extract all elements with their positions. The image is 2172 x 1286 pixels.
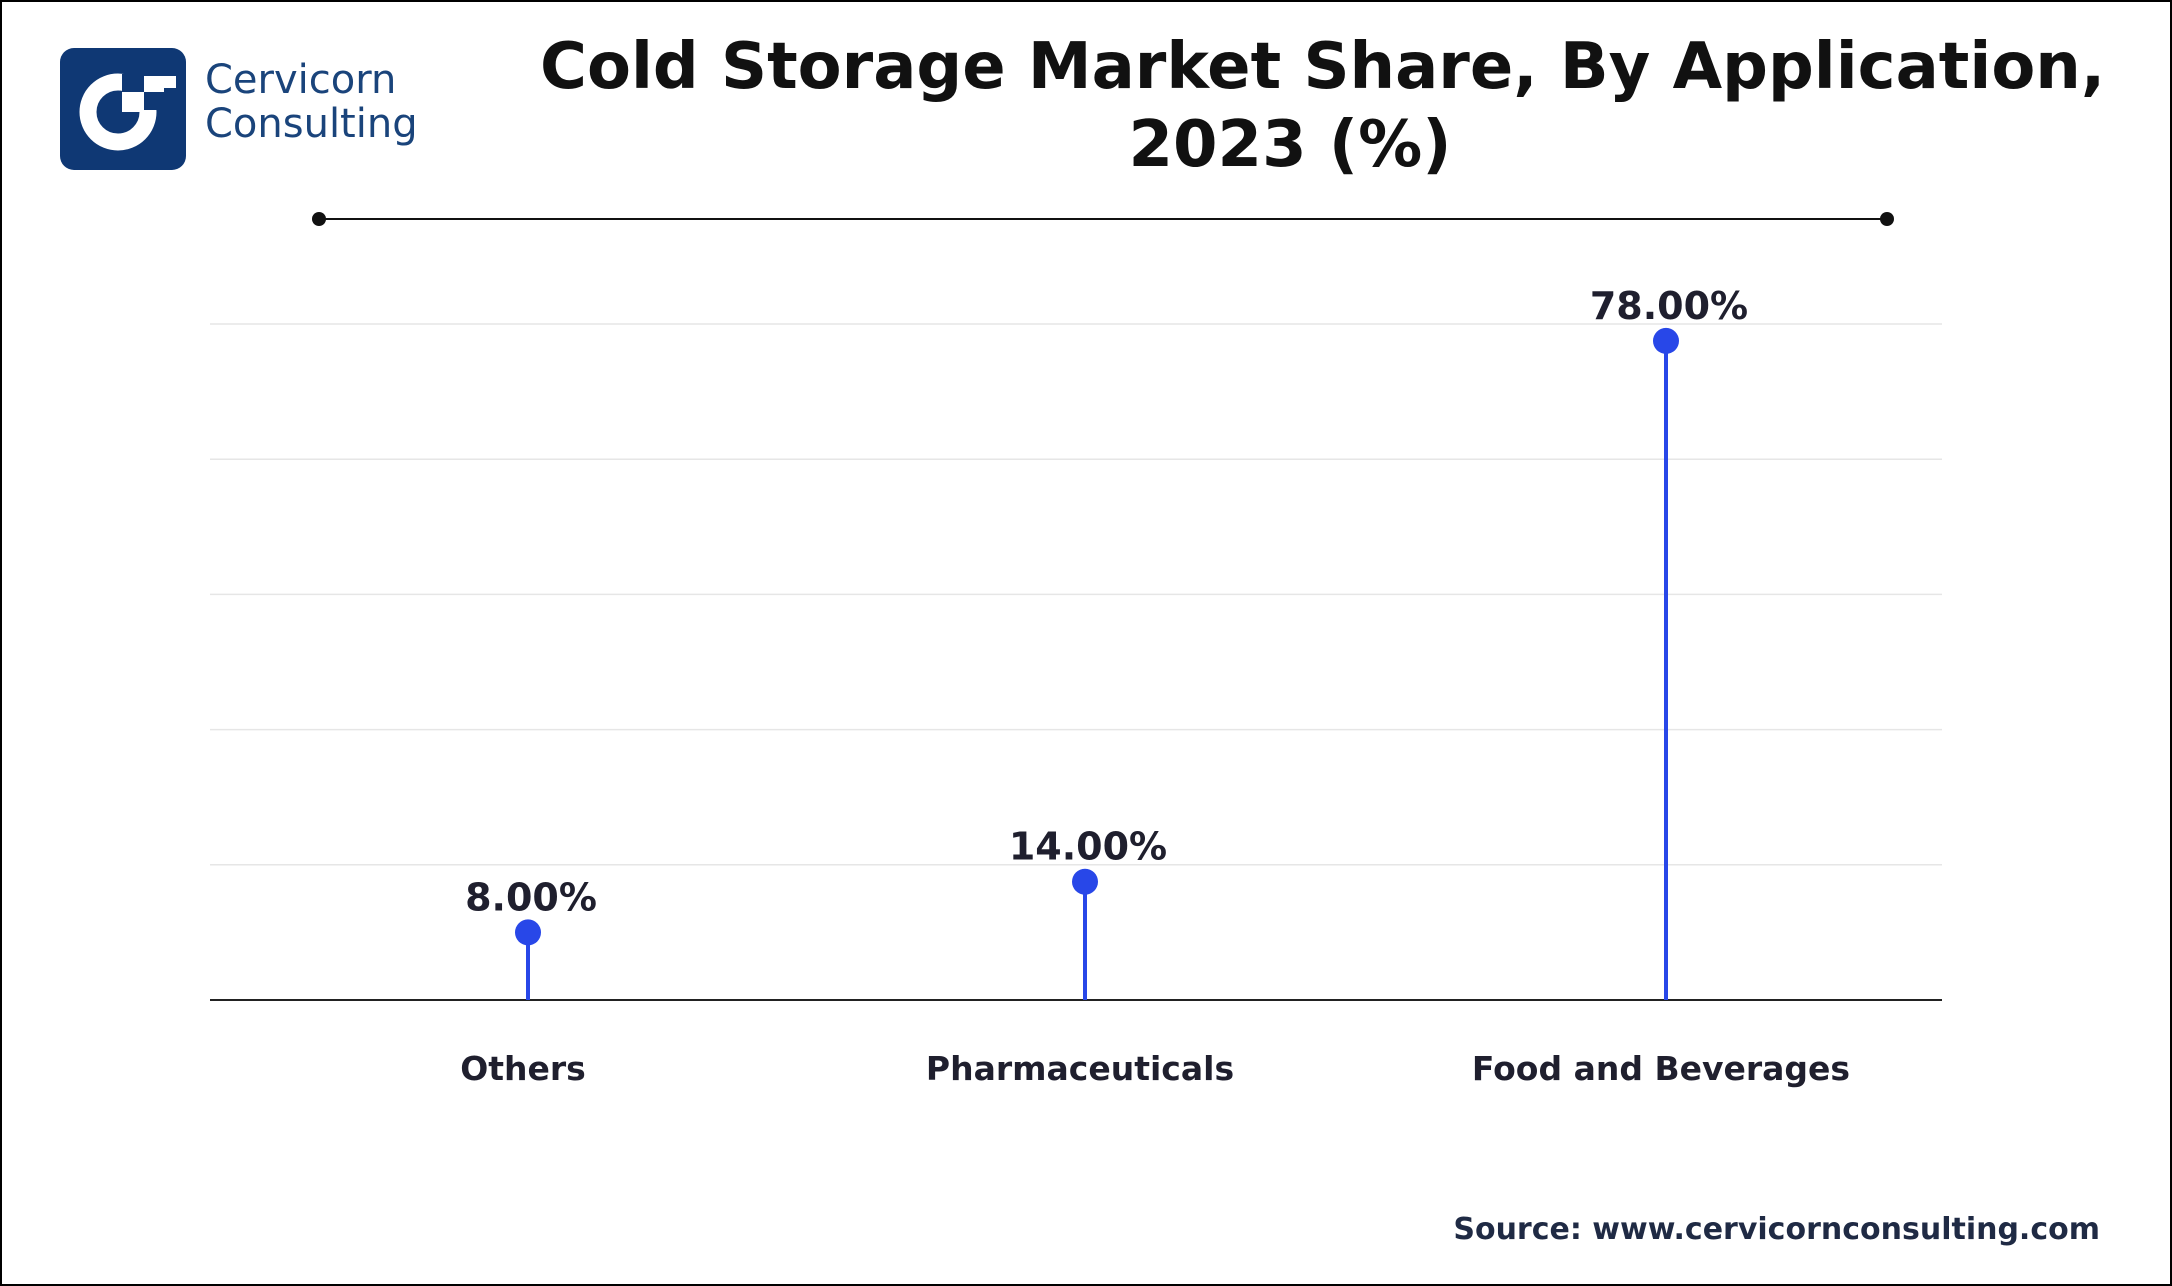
title-divider [318, 218, 1890, 220]
data-label: 14.00% [1009, 825, 1167, 869]
chart-title-line-1: Cold Storage Market Share, By Applicatio… [540, 30, 2106, 104]
x-tick-label: Others [460, 1049, 586, 1088]
x-tick-label: Food and Beverages [1472, 1049, 1850, 1088]
brand-name: Cervicorn Consulting [205, 58, 418, 146]
chart-title-line-2: 2023 (%) [1128, 108, 1452, 182]
lollipop-dot [515, 919, 541, 946]
brand-line-1: Cervicorn [205, 57, 397, 103]
data-label: 8.00% [465, 875, 597, 919]
data-label: 78.00% [1590, 284, 1748, 328]
lollipop-dot [1072, 868, 1098, 895]
brand-line-2: Consulting [205, 101, 418, 147]
cervicorn-logo-icon [60, 48, 186, 170]
source-note: Source: www.cervicornconsulting.com [1453, 1212, 2100, 1247]
divider-right-dot [1880, 212, 1894, 226]
chart-title: Cold Storage Market Share, By Applicatio… [540, 28, 2106, 184]
x-tick-label: Pharmaceuticals [926, 1049, 1234, 1088]
lollipop-dot [1653, 327, 1679, 354]
